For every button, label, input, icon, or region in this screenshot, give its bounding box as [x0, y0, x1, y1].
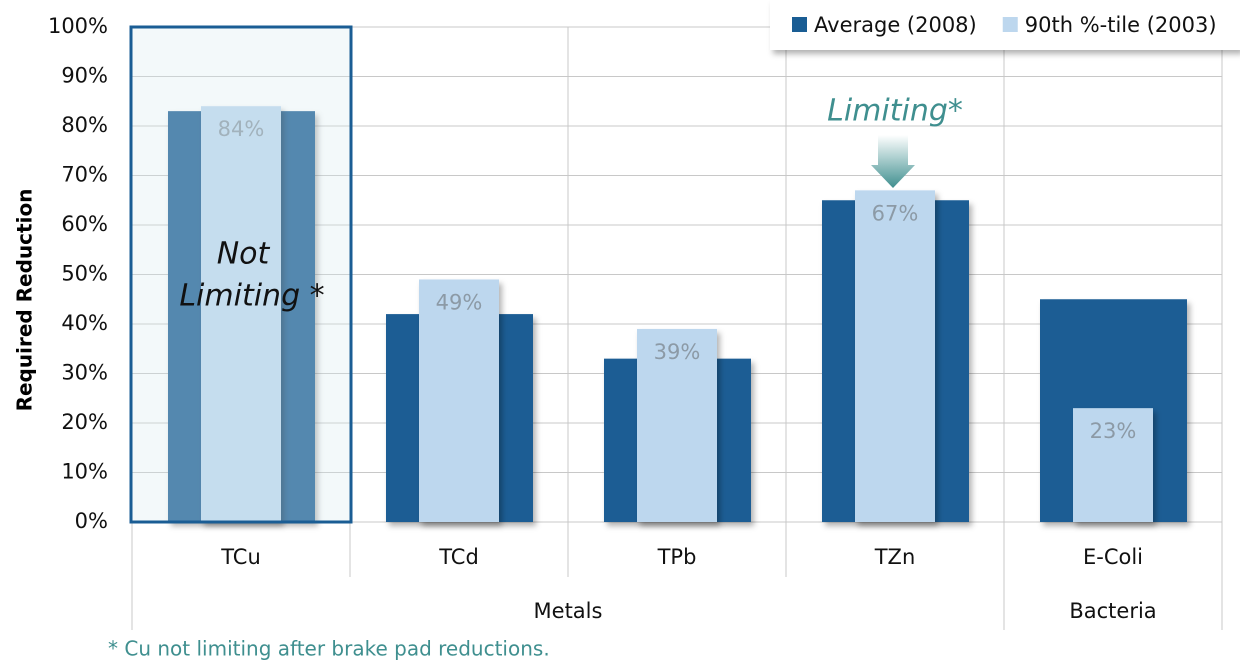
- data-label: 67%: [872, 201, 919, 225]
- legend-swatch: [792, 17, 807, 32]
- highlight-box: [129, 25, 353, 524]
- y-tick-label: 30%: [61, 361, 108, 385]
- bar: [1073, 408, 1153, 522]
- footnote: * Cu not limiting after brake pad reduct…: [108, 637, 550, 661]
- arrow: [871, 135, 915, 188]
- data-label: 49%: [436, 290, 483, 314]
- x-tick-label: TZn: [874, 545, 916, 569]
- annotation: Limiting *: [179, 279, 324, 314]
- y-tick-label: 40%: [61, 311, 108, 335]
- bar: [419, 279, 499, 522]
- x-tick-label: E-Coli: [1083, 545, 1143, 569]
- y-tick-label: 100%: [48, 14, 108, 38]
- bar: [855, 190, 935, 522]
- x-tick-label: TPb: [657, 545, 697, 569]
- bar: [637, 328, 717, 522]
- annotation: Limiting*: [827, 94, 963, 129]
- annotation: Not: [217, 237, 271, 272]
- x-tick-label: TCd: [438, 545, 479, 569]
- y-tick-label: 20%: [61, 410, 108, 434]
- y-tick-label: 80%: [61, 113, 108, 137]
- y-axis-label: Required Reduction: [13, 189, 37, 412]
- legend-label: Average (2008): [814, 13, 977, 37]
- legend-label: 90th %-tile (2003): [1025, 13, 1217, 37]
- y-tick-label: 0%: [75, 509, 108, 533]
- data-label: 23%: [1090, 419, 1137, 443]
- y-tick-label: 10%: [61, 460, 108, 484]
- group-label: Bacteria: [1069, 599, 1156, 623]
- data-label: 84%: [218, 117, 265, 141]
- bar: [201, 106, 281, 522]
- y-tick-label: 60%: [61, 212, 108, 236]
- group-label: Metals: [534, 599, 603, 623]
- x-tick-label: TCu: [220, 545, 261, 569]
- y-tick-label: 50%: [61, 262, 108, 286]
- y-tick-label: 90%: [61, 64, 108, 88]
- data-label: 39%: [654, 340, 701, 364]
- y-tick-label: 70%: [61, 163, 108, 187]
- legend-swatch: [1002, 17, 1018, 32]
